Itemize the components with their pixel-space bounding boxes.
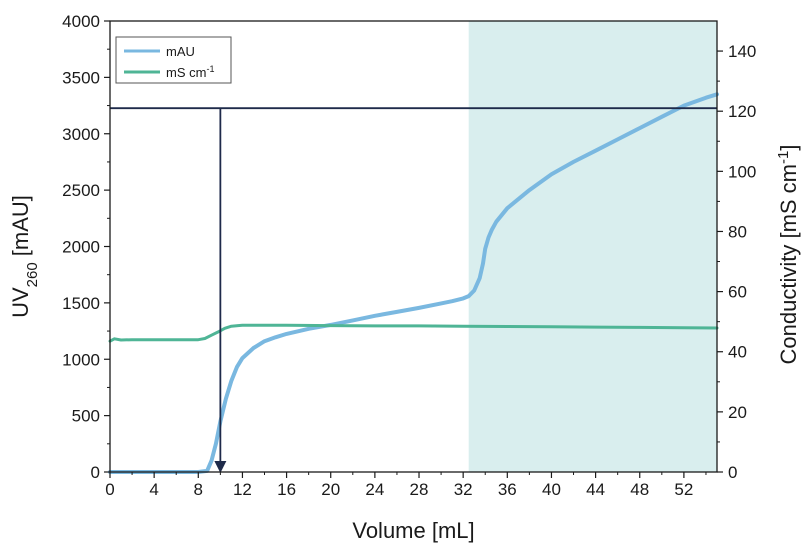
x-tick-label: 28 xyxy=(410,480,429,499)
y-left-tick-label: 3500 xyxy=(62,68,100,87)
y-axis-left-label-sub: 260 xyxy=(24,262,41,287)
legend-box xyxy=(115,36,232,84)
shaded-region xyxy=(468,21,717,472)
arrow-marker xyxy=(214,108,227,473)
x-axis-label: Volume [mL] xyxy=(352,518,474,543)
y-right-tick-label: 120 xyxy=(728,102,756,121)
y-left-tick-label: 3000 xyxy=(62,125,100,144)
arrow-head xyxy=(214,461,227,473)
y-right-tick-label: 60 xyxy=(728,283,747,302)
y-left-tick-label: 1500 xyxy=(62,294,100,313)
y-axis-left-label-unit: [mAU] xyxy=(8,195,33,262)
x-tick-label: 52 xyxy=(674,480,693,499)
y-right-tick-label: 0 xyxy=(728,463,737,482)
x-tick-label: 32 xyxy=(454,480,473,499)
series-layer xyxy=(108,92,719,474)
y-left-tick-label: 1000 xyxy=(62,350,100,369)
y-axis-right-label-sup: -1 xyxy=(775,151,792,164)
y-left-tick-label: 500 xyxy=(72,407,100,426)
y-left-tick-label: 2500 xyxy=(62,181,100,200)
x-tick-label: 44 xyxy=(586,480,605,499)
legend-label-conductivity-sup: -1 xyxy=(206,64,214,74)
y-axis-right-label-end: ] xyxy=(776,145,801,151)
y-right-tick-label: 140 xyxy=(728,42,756,61)
y-right-tick-label: 40 xyxy=(728,343,747,362)
x-tick-label: 16 xyxy=(277,480,296,499)
y-right-tick-label: 80 xyxy=(728,222,747,241)
ticks-layer: 0 4 8 12 16 20 24 28 32 36 40 44 48 52050010001500200… xyxy=(62,12,756,499)
x-tick-label: 12 xyxy=(233,480,252,499)
x-tick-label: 0 xyxy=(105,480,114,499)
y-axis-right-label: Conductivity [mS cm-1] xyxy=(775,145,802,365)
y-right-tick-label: 100 xyxy=(728,162,756,181)
legend-label-conductivity-main: mS cm xyxy=(166,65,206,80)
y-axis-left-label: UV260 [mAU] xyxy=(8,195,41,318)
series-line-mau xyxy=(108,92,719,474)
x-tick-label: 20 xyxy=(321,480,340,499)
y-left-tick-label: 0 xyxy=(91,463,100,482)
legend-label-conductivity: mS cm-1 xyxy=(166,64,214,80)
x-tick-label: 24 xyxy=(365,480,384,499)
x-tick-label: 8 xyxy=(194,480,203,499)
x-tick-label: 48 xyxy=(630,480,649,499)
series-line-conductivity xyxy=(108,323,719,343)
legend: mAU mS cm-1 xyxy=(115,36,232,84)
y-axis-right-label-main: Conductivity [mS cm xyxy=(776,164,801,365)
legend-label-mau: mAU xyxy=(166,44,195,59)
x-tick-label: 36 xyxy=(498,480,517,499)
y-left-tick-label: 2000 xyxy=(62,238,100,257)
y-axis-left-label-main: UV xyxy=(8,287,33,318)
y-right-tick-label: 20 xyxy=(728,403,747,422)
x-tick-label: 40 xyxy=(542,480,561,499)
x-tick-label: 4 xyxy=(149,480,158,499)
y-left-tick-label: 4000 xyxy=(62,12,100,31)
